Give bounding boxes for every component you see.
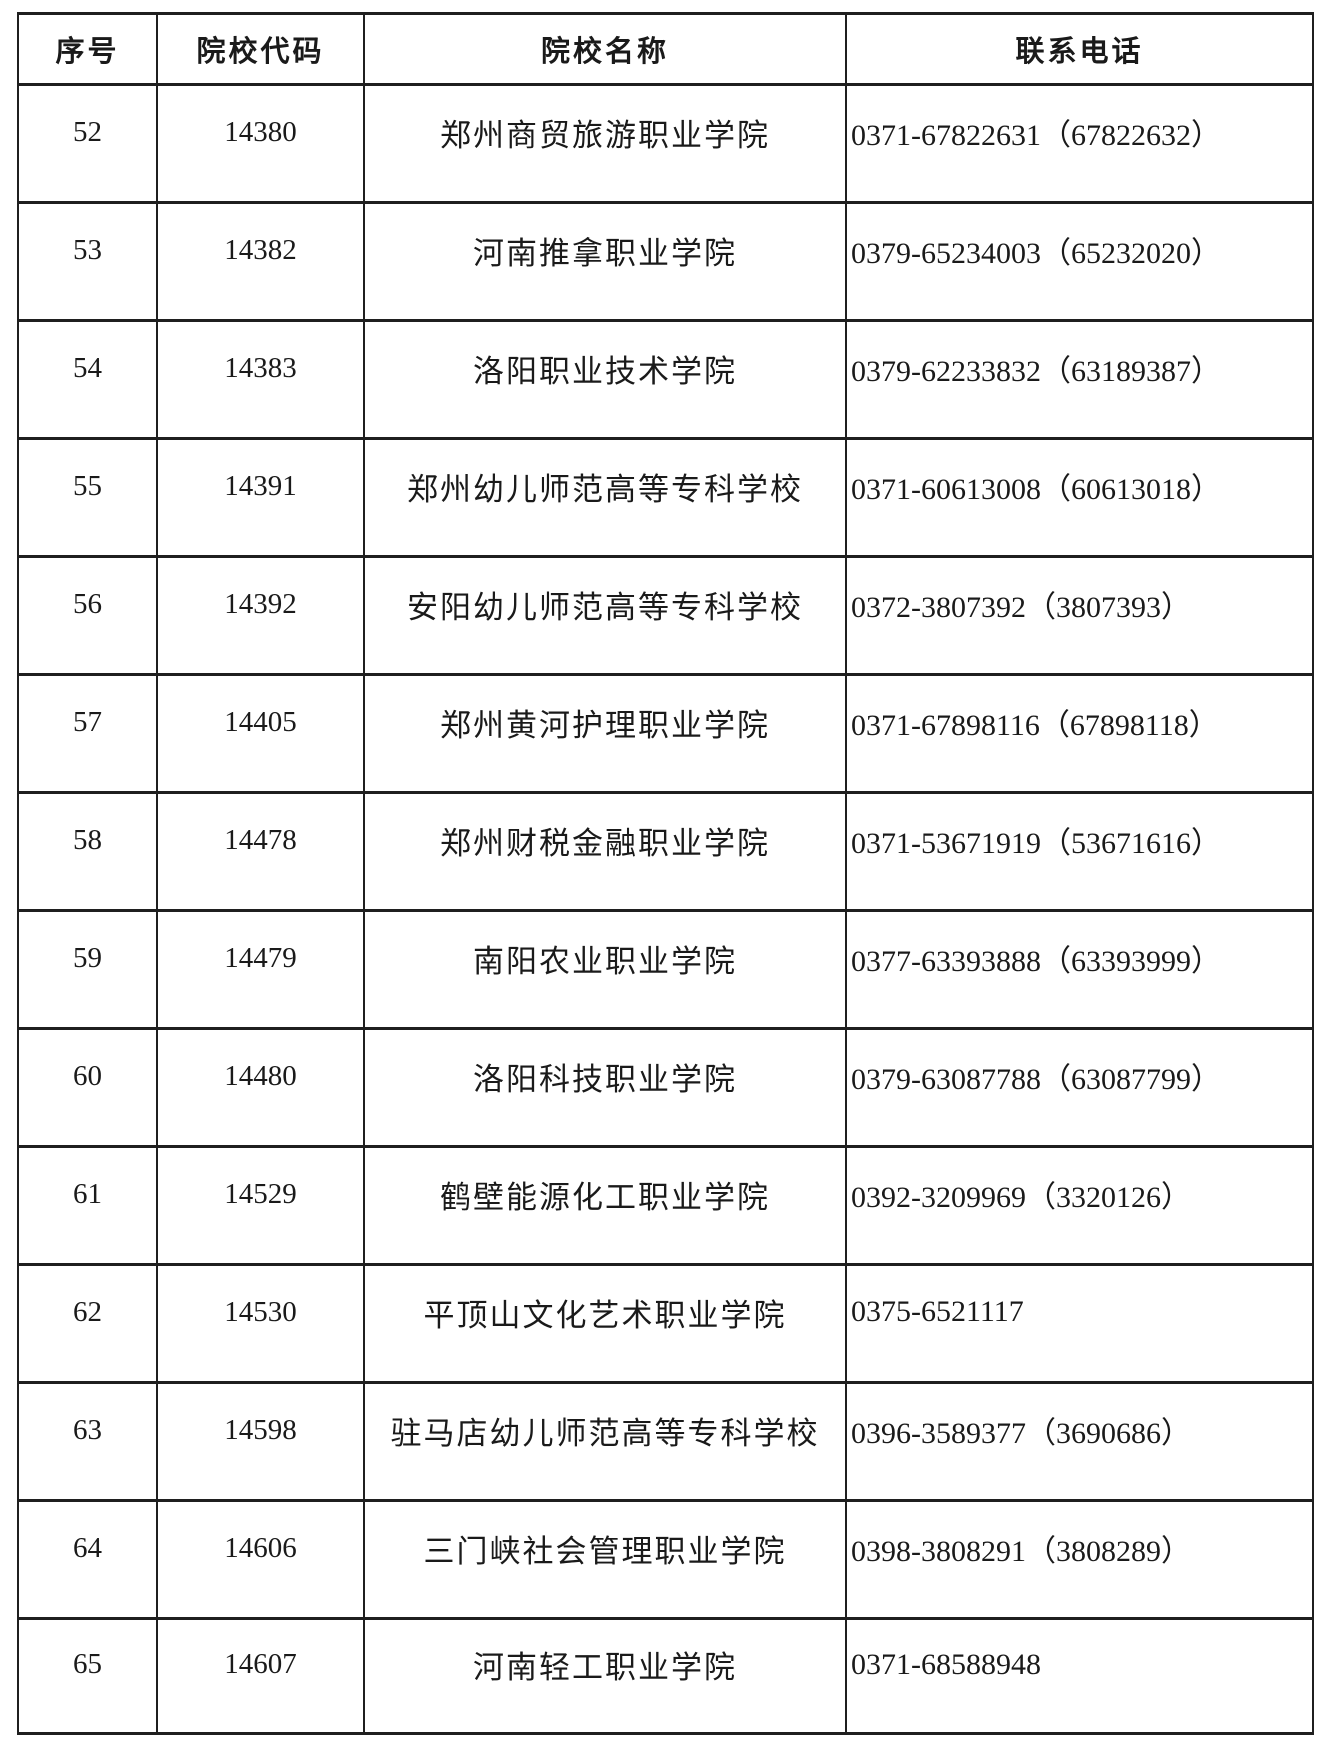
cell-seq: 52: [17, 83, 158, 204]
cell-seq: 59: [17, 909, 158, 1030]
cell-name: 郑州幼儿师范高等专科学校: [363, 437, 847, 558]
cell-phone: 0396-3589377（3690686）: [845, 1381, 1314, 1502]
cell-seq: 54: [17, 319, 158, 440]
cell-code: 14392: [156, 555, 365, 676]
cell-seq: 60: [17, 1027, 158, 1148]
cell-code: 14478: [156, 791, 365, 912]
table-row: 54 14383 洛阳职业技术学院 0379-62233832（63189387…: [17, 319, 1314, 440]
cell-seq: 55: [17, 437, 158, 558]
cell-phone: 0398-3808291（3808289）: [845, 1499, 1314, 1620]
table-row: 52 14380 郑州商贸旅游职业学院 0371-67822631（678226…: [17, 83, 1314, 204]
col-header-name: 院校名称: [363, 12, 847, 86]
table-row: 64 14606 三门峡社会管理职业学院 0398-3808291（380828…: [17, 1499, 1314, 1620]
table-row: 53 14382 河南推拿职业学院 0379-65234003（65232020…: [17, 201, 1314, 322]
cell-phone: 0371-67822631（67822632）: [845, 83, 1314, 204]
cell-name: 南阳农业职业学院: [363, 909, 847, 1030]
cell-name: 郑州黄河护理职业学院: [363, 673, 847, 794]
cell-code: 14606: [156, 1499, 365, 1620]
table-row: 57 14405 郑州黄河护理职业学院 0371-67898116（678981…: [17, 673, 1314, 794]
table-row: 60 14480 洛阳科技职业学院 0379-63087788（63087799…: [17, 1027, 1314, 1148]
cell-name: 平顶山文化艺术职业学院: [363, 1263, 847, 1384]
cell-phone: 0379-63087788（63087799）: [845, 1027, 1314, 1148]
cell-phone: 0371-53671919（53671616）: [845, 791, 1314, 912]
cell-seq: 64: [17, 1499, 158, 1620]
cell-code: 14380: [156, 83, 365, 204]
cell-code: 14405: [156, 673, 365, 794]
cell-seq: 57: [17, 673, 158, 794]
cell-code: 14480: [156, 1027, 365, 1148]
table-row: 56 14392 安阳幼儿师范高等专科学校 0372-3807392（38073…: [17, 555, 1314, 676]
cell-phone: 0377-63393888（63393999）: [845, 909, 1314, 1030]
table-row: 55 14391 郑州幼儿师范高等专科学校 0371-60613008（6061…: [17, 437, 1314, 558]
cell-name: 三门峡社会管理职业学院: [363, 1499, 847, 1620]
cell-phone: 0392-3209969（3320126）: [845, 1145, 1314, 1266]
cell-name: 郑州财税金融职业学院: [363, 791, 847, 912]
cell-phone: 0379-65234003（65232020）: [845, 201, 1314, 322]
cell-name: 河南轻工职业学院: [363, 1617, 847, 1735]
cell-name: 洛阳职业技术学院: [363, 319, 847, 440]
cell-phone: 0372-3807392（3807393）: [845, 555, 1314, 676]
cell-seq: 63: [17, 1381, 158, 1502]
cell-seq: 56: [17, 555, 158, 676]
cell-seq: 58: [17, 791, 158, 912]
cell-name: 安阳幼儿师范高等专科学校: [363, 555, 847, 676]
cell-code: 14530: [156, 1263, 365, 1384]
header-row: 序号 院校代码 院校名称 联系电话: [17, 12, 1314, 86]
table-row: 59 14479 南阳农业职业学院 0377-63393888（63393999…: [17, 909, 1314, 1030]
table-row: 61 14529 鹤壁能源化工职业学院 0392-3209969（3320126…: [17, 1145, 1314, 1266]
cell-phone: 0371-60613008（60613018）: [845, 437, 1314, 558]
cell-seq: 62: [17, 1263, 158, 1384]
col-header-seq: 序号: [17, 12, 158, 86]
table-row: 65 14607 河南轻工职业学院 0371-68588948: [17, 1617, 1314, 1735]
cell-seq: 65: [17, 1617, 158, 1735]
col-header-phone: 联系电话: [845, 12, 1314, 86]
cell-code: 14391: [156, 437, 365, 558]
cell-name: 郑州商贸旅游职业学院: [363, 83, 847, 204]
cell-phone: 0375-6521117: [845, 1263, 1314, 1384]
table-row: 58 14478 郑州财税金融职业学院 0371-53671919（536716…: [17, 791, 1314, 912]
cell-name: 河南推拿职业学院: [363, 201, 847, 322]
col-header-code: 院校代码: [156, 12, 365, 86]
cell-phone: 0379-62233832（63189387）: [845, 319, 1314, 440]
cell-name: 洛阳科技职业学院: [363, 1027, 847, 1148]
cell-phone: 0371-67898116（67898118）: [845, 673, 1314, 794]
cell-code: 14382: [156, 201, 365, 322]
table-row: 62 14530 平顶山文化艺术职业学院 0375-6521117: [17, 1263, 1314, 1384]
cell-seq: 53: [17, 201, 158, 322]
cell-code: 14607: [156, 1617, 365, 1735]
cell-code: 14598: [156, 1381, 365, 1502]
cell-seq: 61: [17, 1145, 158, 1266]
cell-code: 14383: [156, 319, 365, 440]
cell-code: 14479: [156, 909, 365, 1030]
cell-name: 鹤壁能源化工职业学院: [363, 1145, 847, 1266]
cell-name: 驻马店幼儿师范高等专科学校: [363, 1381, 847, 1502]
cell-phone: 0371-68588948: [845, 1617, 1314, 1735]
institutions-table: 序号 院校代码 院校名称 联系电话 52 14380 郑州商贸旅游职业学院 03…: [17, 12, 1314, 1735]
table-row: 63 14598 驻马店幼儿师范高等专科学校 0396-3589377（3690…: [17, 1381, 1314, 1502]
cell-code: 14529: [156, 1145, 365, 1266]
